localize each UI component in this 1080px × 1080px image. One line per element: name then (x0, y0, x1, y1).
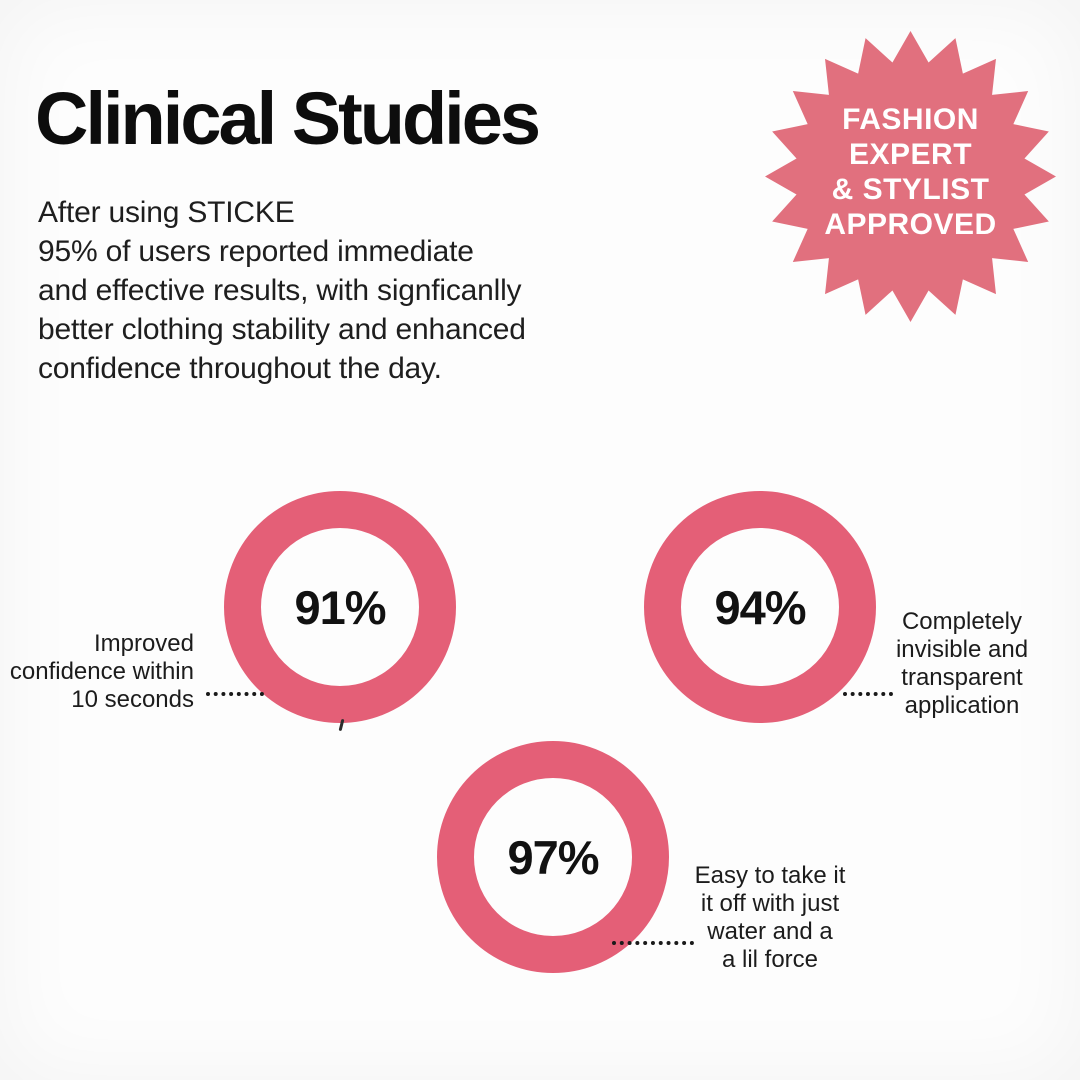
dotted-connector (206, 692, 264, 696)
badge-label: FASHION EXPERT & STYLIST APPROVED (824, 102, 997, 241)
stat-value: 94% (714, 580, 806, 634)
stat-value: 97% (507, 830, 599, 884)
approval-badge: FASHION EXPERT & STYLIST APPROVED (758, 24, 1063, 329)
stat-label: Completely invisible and transparent app… (895, 608, 1029, 719)
page-title: Clinical Studies (35, 77, 541, 160)
stat-ring-improved-confidence: 91% (224, 491, 456, 723)
dotted-connector (612, 941, 694, 945)
starburst-shape (765, 31, 1056, 322)
intro-paragraph: After using STICKE 95% of users reported… (38, 196, 526, 385)
stat-label: Improved confidence within 10 seconds (9, 630, 194, 713)
stat-ring-invisible-application: 94% (644, 491, 876, 723)
stat-label: Easy to take it it off with just water a… (694, 862, 846, 973)
starburst-icon (765, 31, 1056, 322)
stat-value: 91% (294, 580, 386, 634)
stat-ring-easy-removal: 97% (437, 741, 669, 973)
dotted-connector (843, 692, 893, 696)
